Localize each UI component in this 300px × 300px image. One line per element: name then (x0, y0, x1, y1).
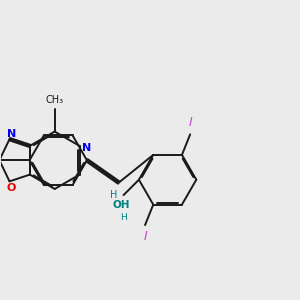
Text: I: I (188, 116, 192, 129)
Text: H: H (110, 190, 117, 200)
Text: N: N (7, 129, 16, 139)
Text: I: I (143, 230, 147, 243)
Text: CH₃: CH₃ (46, 95, 64, 105)
Text: N: N (82, 143, 92, 153)
Text: O: O (7, 182, 16, 193)
Text: OH: OH (113, 200, 130, 210)
Text: H: H (120, 212, 127, 221)
